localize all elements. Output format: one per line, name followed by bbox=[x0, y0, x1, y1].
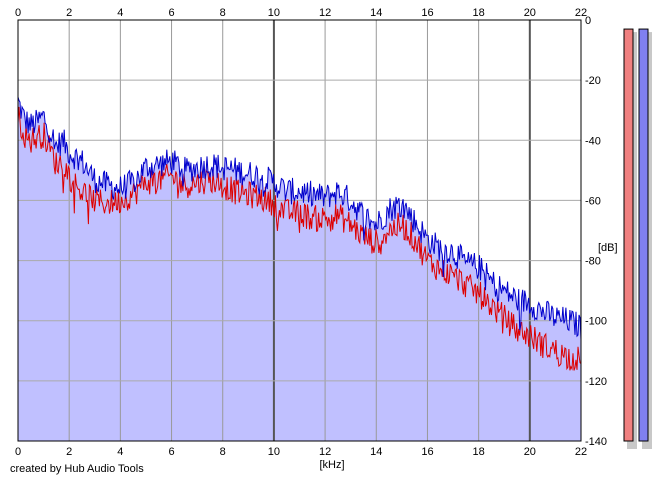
x-tick-label-bottom: 0 bbox=[15, 446, 21, 458]
credit-text: created by Hub Audio Tools bbox=[10, 463, 144, 475]
x-tick-label-bottom: 18 bbox=[473, 446, 485, 458]
y-tick-label: -20 bbox=[585, 75, 601, 87]
x-tick-label-bottom: 12 bbox=[319, 446, 331, 458]
x-tick-labels-bottom: 0 2 4 6 8 10 12 14 16 18 20 22 bbox=[15, 446, 587, 458]
x-tick-label-top: 6 bbox=[168, 7, 174, 19]
plot-frame bbox=[17, 19, 582, 442]
spectrum-fill-area bbox=[18, 97, 581, 441]
series-line-2 bbox=[17, 106, 582, 371]
x-tick-label-bottom: 10 bbox=[268, 446, 280, 458]
x-tick-label-top: 18 bbox=[473, 7, 485, 19]
level-meter-2 bbox=[638, 28, 649, 442]
x-tick-label-bottom: 2 bbox=[66, 446, 72, 458]
x-tick-label-top: 2 bbox=[66, 7, 72, 19]
x-tick-label-bottom: 16 bbox=[421, 446, 433, 458]
y-tick-labels: 0 -20 -40 -60 -80 -100 -120 -140 bbox=[585, 15, 607, 448]
y-tick-label: -100 bbox=[585, 316, 607, 328]
y-tick-label: -120 bbox=[585, 376, 607, 388]
x-tick-label-bottom: 22 bbox=[575, 446, 587, 458]
x-tick-label-top: 12 bbox=[319, 7, 331, 19]
x-tick-label-top: 16 bbox=[421, 7, 433, 19]
x-axis-label: [kHz] bbox=[319, 459, 344, 471]
spectrum-fill bbox=[18, 97, 581, 441]
y-tick-label: -40 bbox=[585, 135, 601, 147]
y-axis-label: [dB] bbox=[598, 242, 618, 254]
x-tick-label-top: 10 bbox=[268, 7, 280, 19]
level-meter-1 bbox=[623, 28, 634, 442]
x-tick-label-bottom: 4 bbox=[117, 446, 123, 458]
x-tick-label-top: 20 bbox=[524, 7, 536, 19]
x-tick-label-top: 0 bbox=[15, 7, 21, 19]
series-lines bbox=[17, 96, 582, 371]
y-tick-label: 0 bbox=[585, 15, 591, 27]
x-tick-label-top: 22 bbox=[575, 7, 587, 19]
x-tick-label-bottom: 8 bbox=[220, 446, 226, 458]
y-tick-label: -140 bbox=[585, 436, 607, 448]
x-tick-label-bottom: 6 bbox=[168, 446, 174, 458]
y-tick-label: -80 bbox=[585, 256, 601, 268]
level-meters bbox=[623, 28, 652, 450]
x-tick-label-top: 8 bbox=[220, 7, 226, 19]
y-tick-label: -60 bbox=[585, 195, 601, 207]
series-line-1 bbox=[17, 96, 582, 340]
x-tick-labels-top: 0 2 4 6 8 10 12 14 16 18 20 22 bbox=[15, 7, 587, 19]
x-tick-label-top: 4 bbox=[117, 7, 123, 19]
x-tick-label-top: 14 bbox=[370, 7, 382, 19]
x-tick-label-bottom: 20 bbox=[524, 446, 536, 458]
x-tick-label-bottom: 14 bbox=[370, 446, 382, 458]
